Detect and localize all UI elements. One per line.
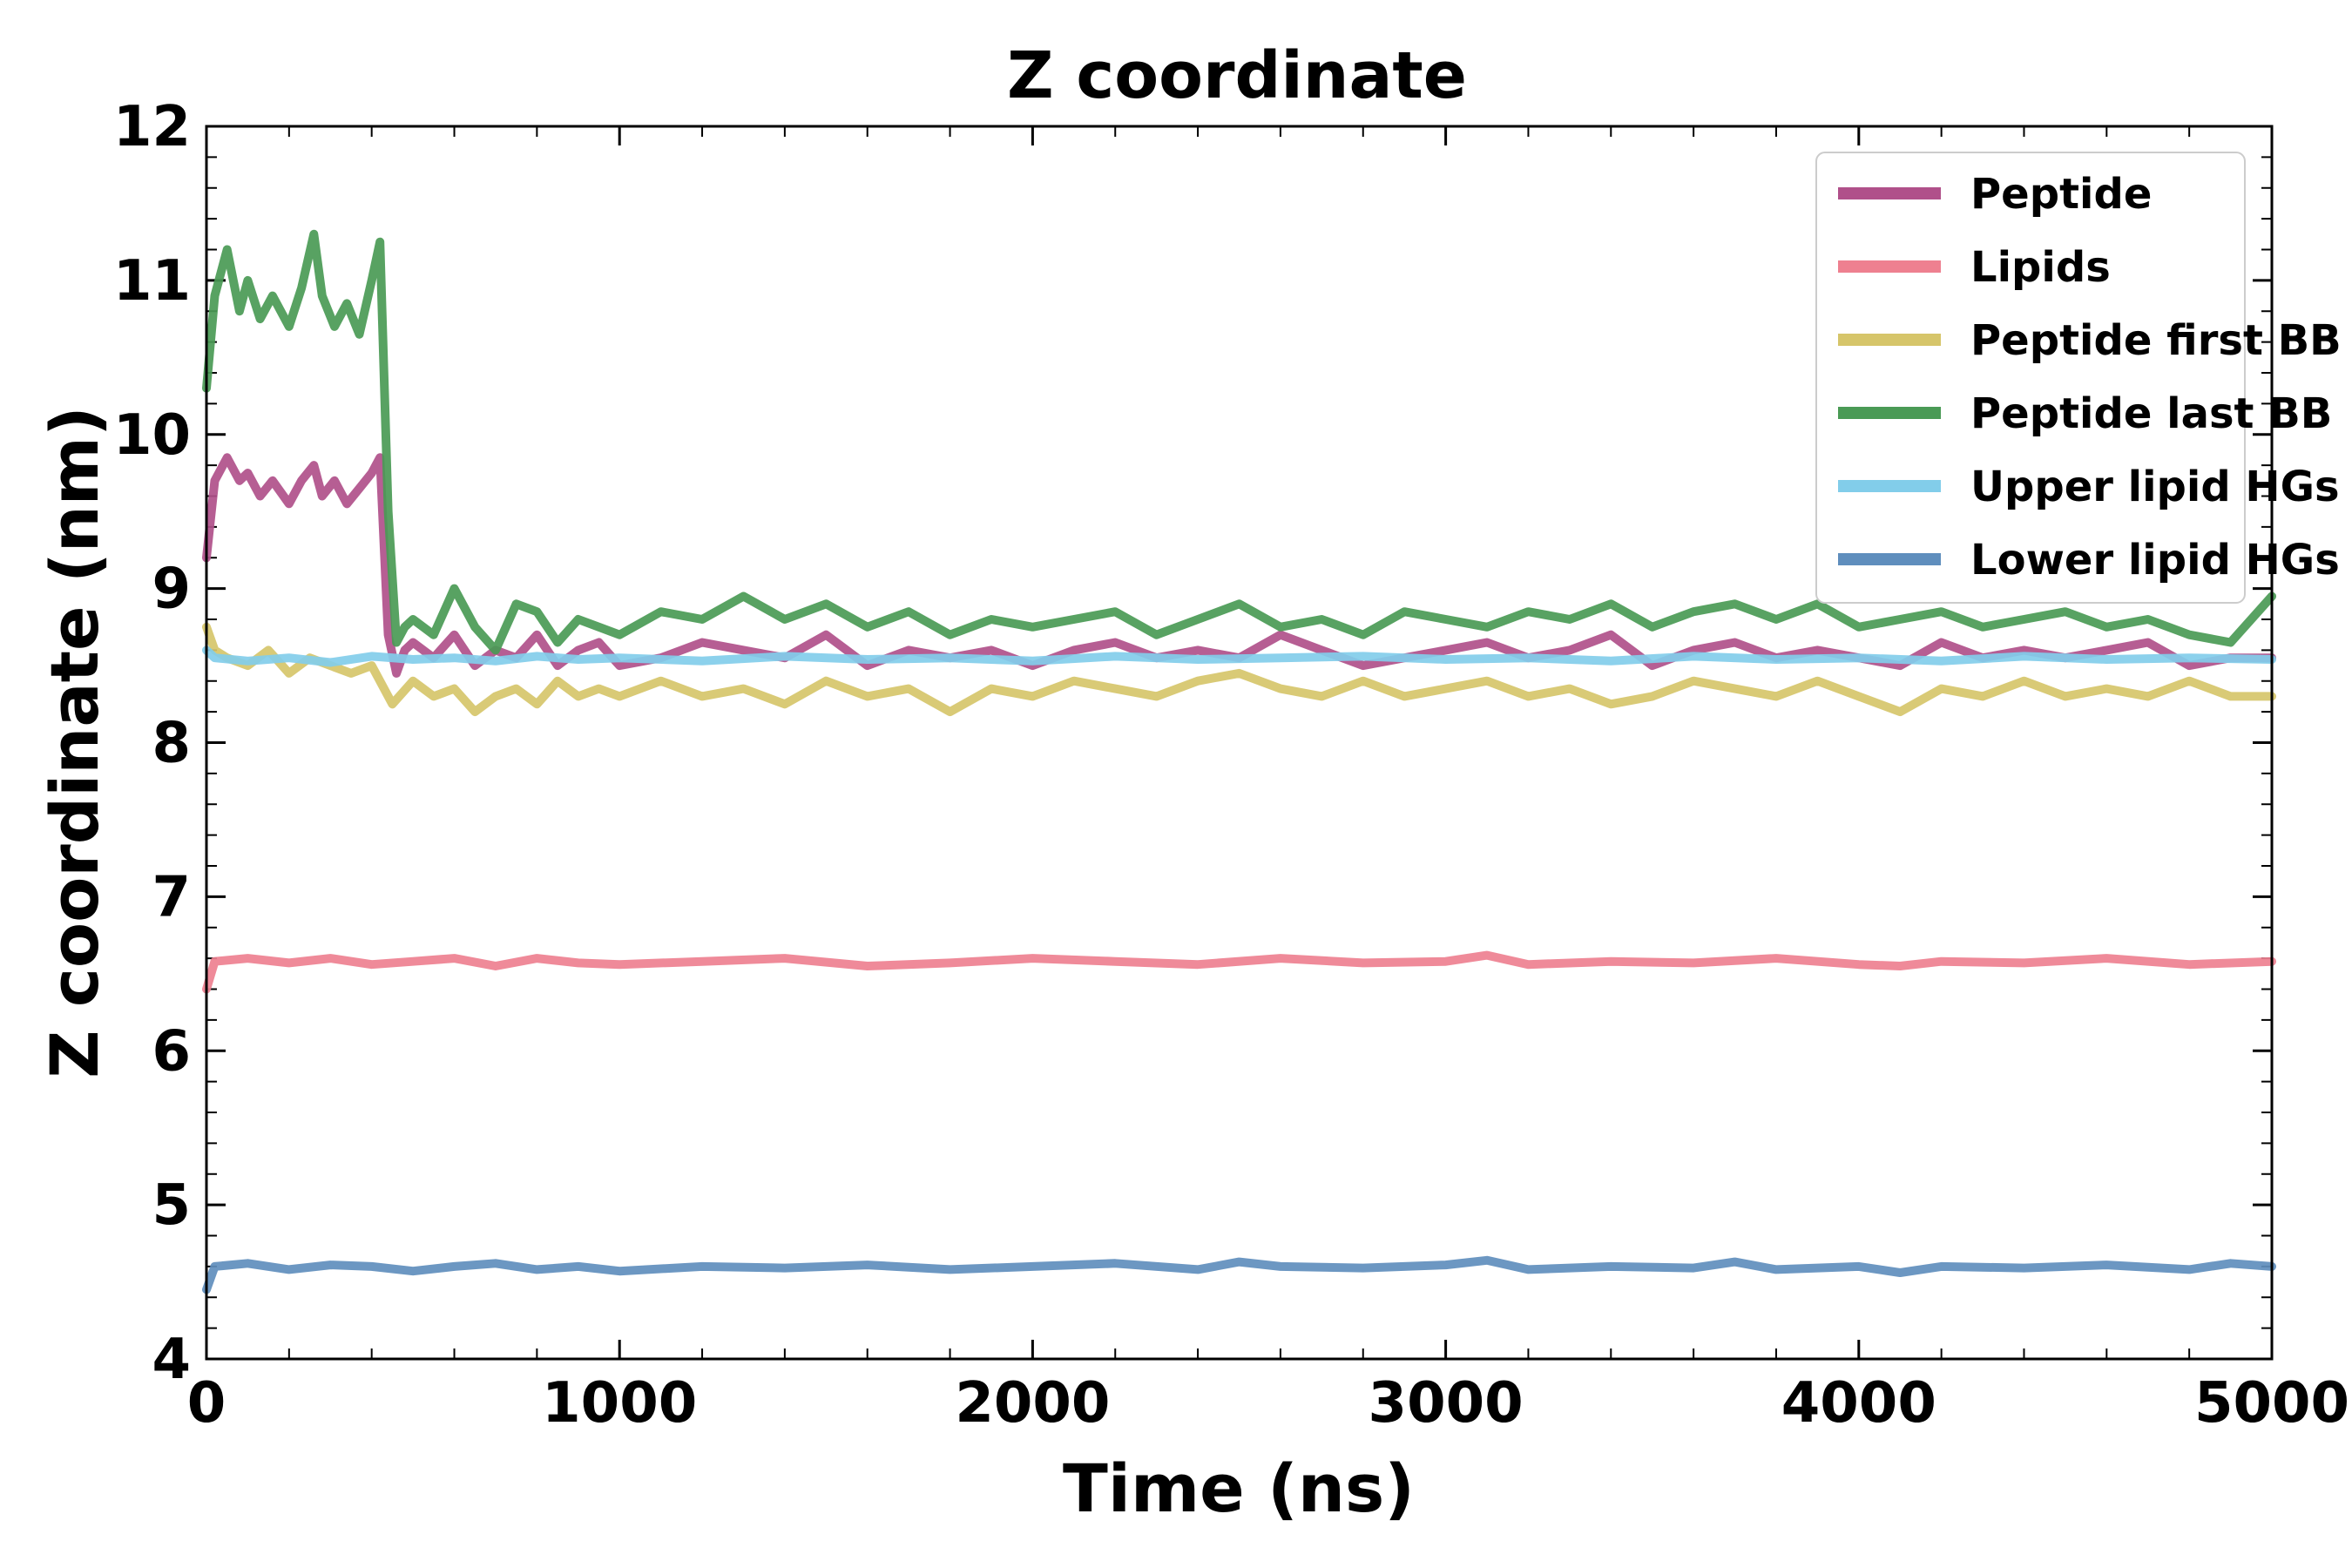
legend-label: Lipids	[1970, 243, 2111, 292]
y-tick-label: 6	[152, 1019, 191, 1084]
y-tick-labels: 4 5 6 7 8 9 10 11 12	[113, 95, 191, 1392]
legend-label: Peptide	[1970, 170, 2152, 219]
y-tick-label: 9	[152, 558, 191, 622]
y-tick-label: 4	[152, 1328, 191, 1392]
series-line-peptide	[202, 453, 2276, 678]
chart-title: Z coordinate	[1007, 38, 1467, 113]
legend-label: Peptide first BB	[1970, 316, 2342, 365]
x-tick-label: 2000	[955, 1371, 1110, 1436]
legend-label: Upper lipid HGs	[1970, 463, 2340, 511]
y-tick-label: 5	[152, 1173, 191, 1238]
legend: Peptide Lipids Peptide first BB Peptide las…	[1815, 152, 2342, 604]
y-tick-label: 8	[152, 712, 191, 776]
series-line-upper-lipid-hgs	[202, 645, 2276, 667]
plot-frame	[205, 125, 2274, 1361]
x-tick-label: 4000	[1781, 1371, 1936, 1436]
y-tick-label: 7	[152, 865, 191, 929]
series-line-peptide-first-bb	[202, 622, 2276, 717]
series-layer	[202, 229, 2276, 1294]
y-tick-label: 12	[113, 95, 191, 159]
legend-label: Peptide last BB	[1970, 389, 2332, 438]
legend-items: Peptide Lipids Peptide first BB Peptide las…	[1838, 170, 2342, 585]
x-axis-label: Time (ns)	[1063, 1450, 1415, 1527]
x-tick-label: 1000	[542, 1371, 697, 1436]
y-tick-label: 10	[113, 403, 191, 468]
x-tick-label: 5000	[2194, 1371, 2349, 1436]
x-tick-labels: 0 1000 2000 3000 4000 5000	[187, 1371, 2349, 1436]
series-line-lipids	[202, 950, 2276, 994]
y-tick-label: 11	[113, 249, 191, 314]
x-tick-label: 3000	[1369, 1371, 1524, 1436]
legend-label: Lower lipid HGs	[1970, 536, 2340, 585]
y-axis-label: Z coordinate (nm)	[36, 406, 113, 1078]
x-tick-label: 0	[187, 1371, 226, 1436]
series-line-peptide-last-bb	[202, 229, 2276, 655]
series-line-lower-lipid-hgs	[202, 1255, 2276, 1294]
